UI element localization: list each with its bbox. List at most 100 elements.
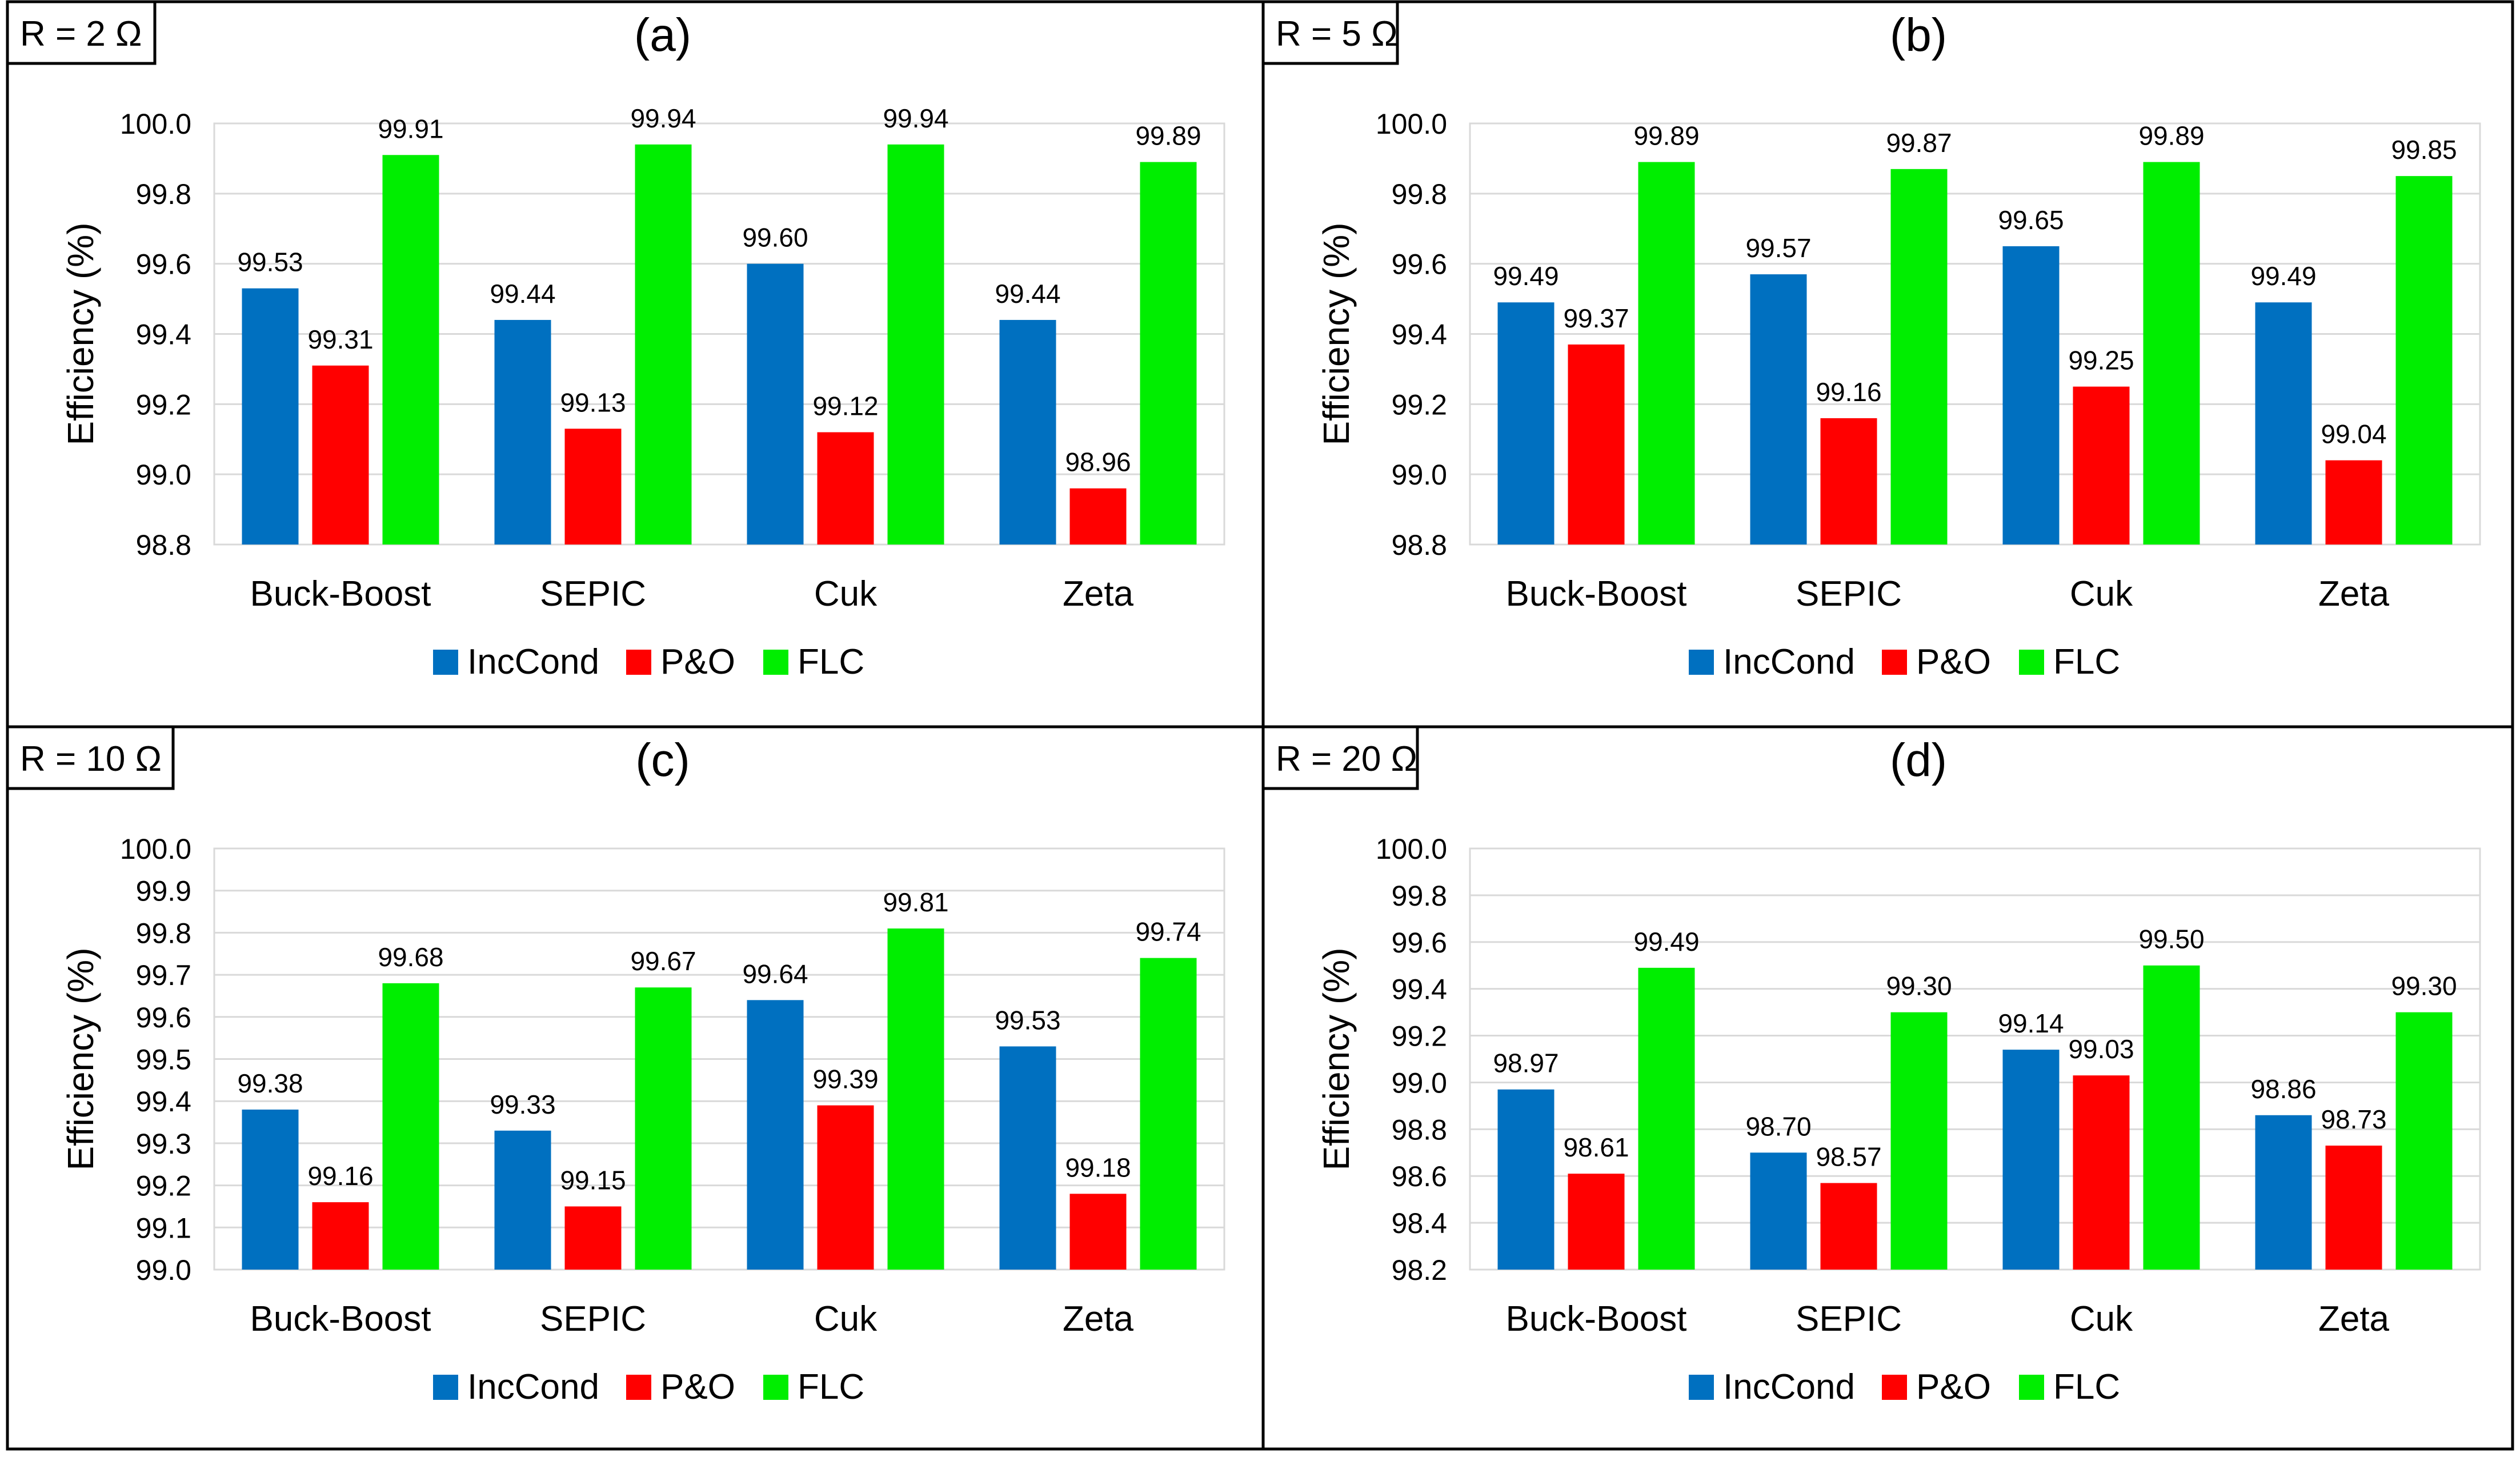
bar-value-label: 99.89 bbox=[1135, 121, 1201, 151]
bar-flc-cuk bbox=[2143, 162, 2200, 545]
bar-value-label: 99.89 bbox=[2138, 121, 2204, 151]
legend-swatch-po bbox=[626, 1375, 651, 1400]
bar-po-buckboost bbox=[312, 1202, 369, 1270]
bar-value-label: 99.49 bbox=[2250, 261, 2316, 291]
x-category-label: Cuk bbox=[814, 574, 878, 614]
legend-swatch-flc bbox=[763, 1375, 788, 1400]
legend-swatch-flc bbox=[2019, 1375, 2044, 1400]
y-tick-label: 98.2 bbox=[1392, 1254, 1447, 1286]
legend-label: P&O bbox=[1916, 642, 1991, 682]
bar-value-label: 99.91 bbox=[378, 114, 443, 143]
bar-value-label: 99.74 bbox=[1135, 917, 1201, 947]
bar-flc-buckboost bbox=[382, 983, 439, 1270]
bar-value-label: 98.86 bbox=[2250, 1074, 2316, 1104]
bar-inccond-buckboost bbox=[1497, 302, 1555, 545]
bar-value-label: 98.70 bbox=[1745, 1111, 1811, 1141]
bar-flc-buckboost bbox=[1638, 162, 1695, 545]
bar-flc-sepic bbox=[1890, 169, 1948, 545]
resistance-label: R = 20 Ω bbox=[1276, 739, 1417, 779]
bar-po-cuk bbox=[817, 432, 874, 545]
y-tick-label: 98.8 bbox=[1392, 1114, 1447, 1146]
bar-po-buckboost bbox=[1568, 1174, 1625, 1270]
bar-inccond-sepic bbox=[494, 1130, 551, 1270]
bar-value-label: 99.13 bbox=[560, 387, 626, 417]
bar-inccond-cuk bbox=[2002, 1050, 2060, 1270]
resistance-label-box bbox=[6, 725, 175, 790]
y-tick-label: 98.8 bbox=[1392, 529, 1447, 561]
y-tick-label: 100.0 bbox=[1376, 833, 1447, 865]
bar-value-label: 99.49 bbox=[1633, 927, 1699, 956]
resistance-label-box bbox=[6, 0, 157, 65]
bar-value-label: 99.60 bbox=[742, 223, 808, 253]
bar-flc-buckboost bbox=[1638, 967, 1695, 1270]
legend-swatch-po bbox=[626, 650, 651, 675]
bar-value-label: 99.30 bbox=[2391, 971, 2457, 1001]
bar-po-zeta bbox=[1069, 488, 1127, 545]
bar-inccond-sepic bbox=[1750, 274, 1807, 545]
chart-panel-a: R = 2 Ω (a) 98.8 99.0 99.2 99.4 99.6 99.8 100.0 E… bbox=[6, 0, 1225, 682]
x-category-label: Cuk bbox=[2070, 574, 2133, 614]
bar-value-label: 98.57 bbox=[1816, 1142, 1881, 1172]
bar-flc-cuk bbox=[887, 144, 944, 545]
bar-value-label: 99.30 bbox=[1886, 971, 1952, 1001]
bar-value-label: 99.31 bbox=[307, 325, 373, 354]
bar-value-label: 99.65 bbox=[1998, 205, 2064, 235]
bar-value-label: 99.94 bbox=[630, 103, 696, 133]
y-tick-label: 99.6 bbox=[136, 249, 191, 281]
y-tick-label: 99.0 bbox=[1392, 1067, 1447, 1099]
resistance-label-box bbox=[1261, 0, 1399, 65]
bar-value-label: 99.44 bbox=[490, 279, 555, 309]
bar-value-label: 99.37 bbox=[1563, 303, 1629, 333]
x-category-label: Zeta bbox=[2318, 574, 2390, 614]
x-category-label: Buck-Boost bbox=[1505, 574, 1686, 614]
bar-inccond-buckboost bbox=[242, 288, 299, 545]
y-tick-label: 99.6 bbox=[136, 1002, 191, 1034]
bar-value-label: 99.03 bbox=[2068, 1034, 2134, 1064]
bar-po-cuk bbox=[2073, 386, 2130, 545]
panel-label: (c) bbox=[635, 734, 690, 786]
x-category-label: SEPIC bbox=[1796, 1299, 1902, 1339]
y-tick-label: 99.9 bbox=[136, 875, 191, 907]
bar-value-label: 98.73 bbox=[2321, 1104, 2386, 1134]
y-tick-label: 98.6 bbox=[1392, 1160, 1447, 1192]
legend-label: IncCond bbox=[1723, 642, 1855, 682]
legend-swatch-flc bbox=[763, 650, 788, 675]
bar-flc-sepic bbox=[1890, 1012, 1948, 1270]
bar-inccond-zeta bbox=[2255, 302, 2312, 545]
y-tick-label: 99.0 bbox=[136, 1254, 191, 1286]
y-tick-label: 99.1 bbox=[136, 1212, 191, 1244]
bar-value-label: 99.15 bbox=[560, 1165, 626, 1195]
y-tick-label: 99.5 bbox=[136, 1044, 191, 1076]
legend-label: P&O bbox=[660, 642, 735, 682]
bar-inccond-zeta bbox=[999, 1046, 1056, 1270]
bar-value-label: 99.44 bbox=[995, 279, 1060, 309]
x-category-label: Zeta bbox=[1063, 1299, 1134, 1339]
legend-swatch-po bbox=[1882, 1375, 1907, 1400]
bar-value-label: 99.33 bbox=[490, 1090, 555, 1119]
legend-label: P&O bbox=[1916, 1367, 1991, 1407]
bar-po-zeta bbox=[2325, 460, 2382, 545]
bar-value-label: 99.04 bbox=[2321, 419, 2386, 449]
y-axis-label: Efficiency (%) bbox=[60, 947, 101, 1170]
bar-flc-sepic bbox=[635, 144, 692, 545]
bar-flc-buckboost bbox=[382, 155, 439, 545]
bar-flc-cuk bbox=[887, 928, 944, 1270]
bar-value-label: 99.49 bbox=[1493, 261, 1559, 291]
bar-inccond-cuk bbox=[747, 1000, 804, 1270]
bar-value-label: 99.68 bbox=[378, 942, 443, 972]
y-tick-label: 99.2 bbox=[136, 1170, 191, 1202]
y-axis-label: Efficiency (%) bbox=[1316, 222, 1357, 445]
chart-panel-c: R = 10 Ω (c) 99.0 99.1 99.2 99.3 99.4 99.5 99.6 9… bbox=[6, 725, 1225, 1407]
bar-po-cuk bbox=[2073, 1075, 2130, 1270]
plot-area bbox=[1469, 122, 2481, 546]
x-category-label: Buck-Boost bbox=[250, 1299, 431, 1339]
resistance-label: R = 5 Ω bbox=[1276, 14, 1398, 54]
panel-label: (b) bbox=[1890, 9, 1947, 61]
plot-area bbox=[213, 847, 1225, 1271]
bar-inccond-sepic bbox=[1750, 1152, 1807, 1270]
bar-value-label: 99.57 bbox=[1745, 233, 1811, 263]
bar-po-zeta bbox=[1069, 1194, 1127, 1270]
bar-flc-cuk bbox=[2143, 965, 2200, 1270]
bar-flc-zeta bbox=[1140, 958, 1197, 1270]
legend-label: FLC bbox=[798, 642, 864, 682]
